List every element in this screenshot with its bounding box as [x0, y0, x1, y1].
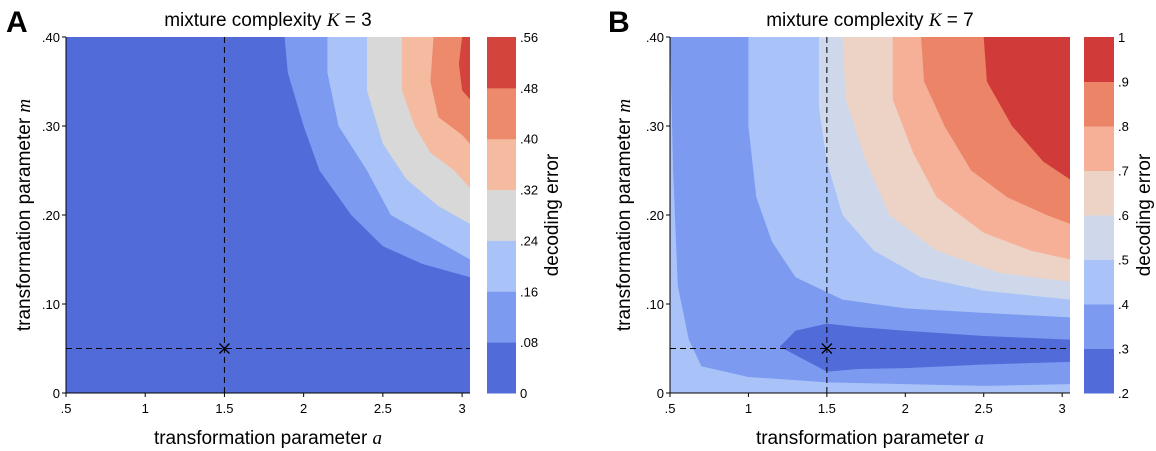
- x-tick-label: .5: [61, 401, 72, 416]
- y-tick-label: .10: [646, 297, 664, 312]
- colorbar: .2 .3 .4 .5 .6 .7 .8 .9 1 decoding error: [1084, 30, 1155, 401]
- y-tick-label: 0: [53, 386, 60, 401]
- colorbar-tick-label: .2: [1118, 386, 1129, 401]
- colorbar-segment: [1084, 304, 1114, 349]
- colorbar-tick-label: .56: [520, 30, 538, 45]
- y-tick-label: .20: [646, 208, 664, 223]
- x-tick-label: 3: [458, 401, 465, 416]
- colorbar-tick-label: .32: [520, 183, 538, 198]
- y-tick-label: .40: [646, 30, 664, 45]
- panel-letter: A: [6, 6, 28, 39]
- colorbar-segment: [1084, 37, 1114, 82]
- colorbar-tick-label: 1: [1118, 30, 1125, 45]
- x-tick-label: 2: [300, 401, 307, 416]
- contour-region-level-0.9: [983, 37, 1070, 180]
- x-tick-label: 1.5: [818, 401, 836, 416]
- contour-plot-area: [670, 37, 1070, 393]
- colorbar-segment: [1084, 170, 1114, 216]
- colorbar-tick-label: .9: [1118, 75, 1129, 90]
- x-tick-label: 2: [902, 401, 909, 416]
- contour-region-level-0.48: [458, 37, 470, 100]
- colorbar-segment: [1084, 81, 1114, 127]
- contour-plot-area: [66, 37, 470, 393]
- y-tick-label: .10: [42, 297, 60, 312]
- colorbar-segment: [487, 37, 516, 89]
- colorbar-tick-label: .8: [1118, 119, 1129, 134]
- colorbar-tick-label: .24: [520, 233, 538, 248]
- y-tick-label: 0: [657, 386, 664, 401]
- colorbar-segment: [487, 87, 516, 140]
- chart-title: mixture complexity K = 3: [164, 10, 372, 31]
- colorbar-tick-label: 0: [520, 386, 527, 401]
- reference-point-marker: [218, 343, 230, 354]
- colorbar-tick-label: .40: [520, 132, 538, 147]
- colorbar-segment: [1084, 126, 1114, 171]
- colorbar-segment: [487, 291, 516, 343]
- panel-b: .5 1 1.5 2 2.5 30.10.20.30.40B mixture complex…: [608, 6, 1155, 449]
- x-tick-label: 3: [1059, 401, 1066, 416]
- colorbar-tick-label: .3: [1118, 342, 1129, 357]
- colorbar-segment: [487, 189, 516, 241]
- colorbar-tick-label: .7: [1118, 164, 1129, 179]
- colorbar-tick-label: .6: [1118, 208, 1129, 223]
- panel-letter: B: [608, 6, 630, 39]
- x-axis-label: transformation parameter a: [154, 428, 382, 449]
- colorbar-segment: [487, 138, 516, 191]
- y-tick-label: .20: [42, 208, 60, 223]
- colorbar-label: decoding error: [542, 153, 563, 276]
- colorbar-segment: [487, 342, 516, 394]
- panel-a: .5 1 1.5 2 2.5 3 0 .10 .20 .30 .40 A mixture complex…: [6, 6, 563, 449]
- colorbar-tick-label: .48: [520, 81, 538, 96]
- contour-region-level-0.3: [779, 323, 1070, 372]
- colorbar-tick-label: .4: [1118, 297, 1129, 312]
- colorbar: 0 .08 .16 .24 .32 .40 .48 .56 decoding error: [487, 30, 563, 401]
- y-axis-label: transformation parameter m: [14, 99, 35, 331]
- x-tick-label: 1.5: [215, 401, 233, 416]
- x-tick-label: 1: [745, 401, 752, 416]
- x-axis-label: transformation parameter a: [756, 428, 984, 449]
- y-tick-label: .30: [646, 119, 664, 134]
- colorbar-segment: [1084, 215, 1114, 260]
- reference-point-marker: [821, 343, 833, 354]
- x-tick-label: .5: [665, 401, 676, 416]
- colorbar-label: decoding error: [1134, 153, 1155, 276]
- y-axis-label: transformation parameter m: [614, 99, 635, 331]
- chart-title: mixture complexity K = 7: [766, 10, 974, 31]
- x-tick-label: 2.5: [374, 401, 392, 416]
- colorbar-segment: [487, 240, 516, 292]
- colorbar-segment: [1084, 259, 1114, 305]
- y-tick-label: .30: [42, 119, 60, 134]
- x-tick-label: 2.5: [975, 401, 993, 416]
- y-tick-label: .40: [42, 30, 60, 45]
- colorbar-tick-label: .16: [520, 284, 538, 299]
- colorbar-tick-label: .08: [520, 335, 538, 350]
- colorbar-tick-label: .5: [1118, 253, 1129, 268]
- colorbar-segment: [1084, 348, 1114, 394]
- x-tick-label: 1: [142, 401, 149, 416]
